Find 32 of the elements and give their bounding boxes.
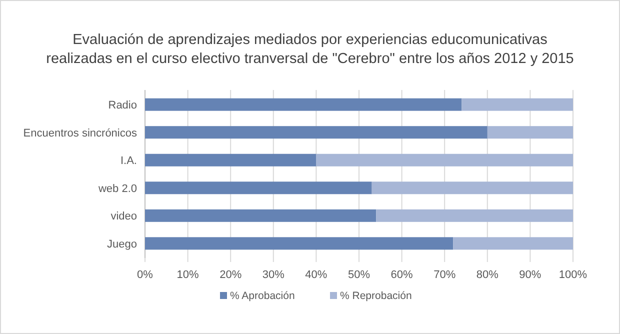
x-tick-label: 100% xyxy=(558,269,588,281)
chart-title: Evaluación de aprendizajes mediados por experiencias educomunicativas realizadas en el curso electivo tranversal de "Cerebro" entre los años 2012 y 2015 xyxy=(46,32,574,67)
legend-label: % Reprobación xyxy=(340,290,412,302)
x-tick-label: 50% xyxy=(348,269,370,281)
legend-label: % Aprobación xyxy=(230,290,295,302)
bar xyxy=(145,98,462,111)
x-tick-label: 20% xyxy=(220,269,242,281)
bar xyxy=(145,237,454,250)
x-tick-label: 40% xyxy=(305,269,328,281)
y-tick-label: I.A. xyxy=(120,155,137,168)
y-tick-label: video xyxy=(110,210,137,223)
x-tick-label: 80% xyxy=(476,269,499,281)
bar xyxy=(487,126,573,139)
x-tick-label: 90% xyxy=(519,269,542,281)
x-tick-label: 10% xyxy=(176,269,200,281)
x-tick-label: 60% xyxy=(390,269,414,281)
bar xyxy=(145,209,376,222)
x-tick-label: 0% xyxy=(137,269,154,281)
bar xyxy=(316,154,573,166)
bar xyxy=(462,98,573,111)
bar xyxy=(372,182,573,194)
bar xyxy=(376,209,573,222)
y-tick-label: web 2.0 xyxy=(97,182,137,195)
y-tick-label: Radio xyxy=(108,100,137,112)
bar xyxy=(453,237,573,250)
bar xyxy=(145,154,316,166)
x-tick-label: 70% xyxy=(434,269,456,281)
bar xyxy=(145,182,372,194)
x-tick-label: 30% xyxy=(262,269,285,281)
bar xyxy=(145,126,488,139)
y-tick-label: Encuentros sincrónicos xyxy=(23,127,138,140)
y-tick-label: Juego xyxy=(107,238,137,250)
